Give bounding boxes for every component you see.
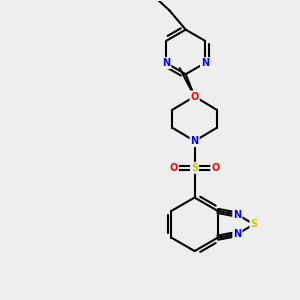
Text: S: S [191, 163, 198, 173]
Text: N: N [233, 229, 242, 239]
Text: S: S [250, 219, 258, 229]
Text: N: N [190, 136, 199, 146]
Text: O: O [170, 163, 178, 173]
Text: N: N [233, 210, 242, 220]
Text: O: O [190, 92, 199, 101]
Text: O: O [211, 163, 220, 173]
Text: N: N [201, 58, 209, 68]
Text: N: N [162, 58, 170, 68]
